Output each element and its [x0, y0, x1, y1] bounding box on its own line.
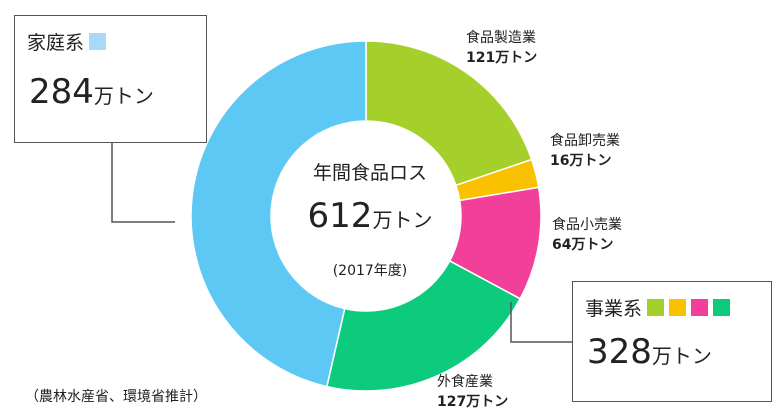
- label-foodservice: 外食産業 127万トン: [437, 372, 508, 412]
- label-manufacturing-value: 121万トン: [466, 50, 538, 66]
- home-group-title: 家庭系: [27, 32, 85, 54]
- label-retail: 食品小売業 64万トン: [552, 215, 622, 255]
- business-swatch-manufacturing: [647, 299, 665, 316]
- business-swatch-wholesale: [669, 299, 687, 316]
- label-retail-name: 食品小売業: [552, 217, 622, 233]
- label-wholesale-value: 16万トン: [550, 153, 612, 169]
- business-swatch-retail: [691, 299, 709, 316]
- donut-slices: [190, 40, 542, 392]
- home-color-swatch: [89, 33, 107, 50]
- center-title: 年間食品ロス: [312, 162, 427, 184]
- home-connector-line: [111, 143, 175, 223]
- source-note: （農林水産省、環境省推計）: [25, 389, 207, 405]
- slice-home: [190, 40, 367, 388]
- home-group-box: 家庭系 284万トン: [14, 15, 207, 143]
- label-retail-value: 64万トン: [552, 237, 614, 253]
- center-year: (2017年度): [332, 263, 408, 279]
- home-group-value: 284: [29, 72, 94, 112]
- label-foodservice-name: 外食産業: [437, 374, 493, 390]
- label-manufacturing: 食品製造業 121万トン: [466, 28, 537, 68]
- center-value: 612: [307, 196, 373, 236]
- business-swatch-foodservice: [713, 299, 731, 316]
- label-manufacturing-name: 食品製造業: [466, 30, 536, 46]
- business-group-title: 事業系: [585, 298, 643, 320]
- label-wholesale-name: 食品卸売業: [550, 133, 620, 149]
- slice-foodservice: [325, 259, 522, 392]
- slice-manufacturing: [365, 40, 533, 187]
- business-group-box: 事業系 328万トン: [572, 281, 772, 402]
- center-unit: 万トン: [372, 208, 433, 232]
- business-connector-line: [510, 302, 572, 343]
- business-group-unit: 万トン: [651, 344, 712, 368]
- label-wholesale: 食品卸売業 16万トン: [550, 131, 620, 171]
- business-group-value: 328: [587, 332, 652, 372]
- home-group-unit: 万トン: [93, 84, 154, 108]
- label-foodservice-value: 127万トン: [437, 394, 509, 410]
